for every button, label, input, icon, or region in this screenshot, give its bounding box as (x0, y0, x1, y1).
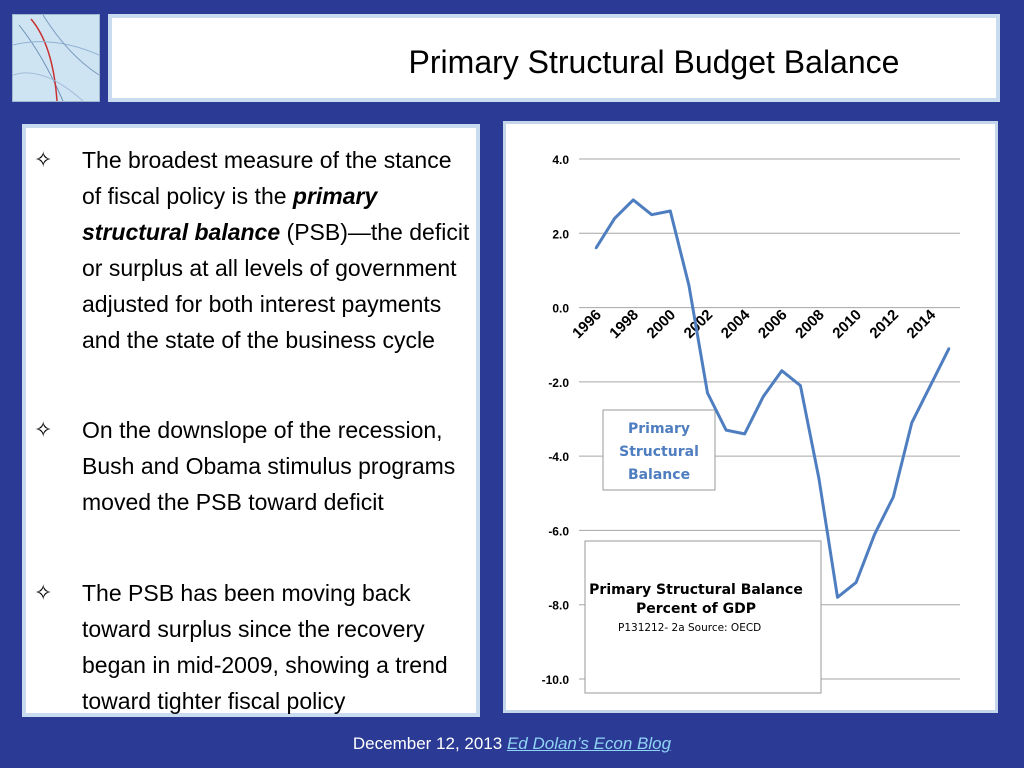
data-point (947, 347, 951, 350)
data-point (854, 581, 858, 584)
data-point (706, 391, 709, 395)
data-point (780, 369, 783, 372)
slide-thumbnail (12, 14, 100, 102)
legend-label: Structural (619, 444, 699, 460)
y-tick-label: 0.0 (552, 302, 569, 316)
data-point (817, 477, 821, 480)
data-point (929, 384, 932, 387)
blog-link[interactable]: Ed Dolan’s Econ Blog (506, 734, 672, 753)
data-point (594, 246, 598, 250)
data-point (650, 213, 653, 216)
chart-title-box (584, 540, 822, 694)
legend-box (602, 409, 716, 491)
chart-title: Primary Structural Balance (589, 582, 803, 598)
data-point (910, 421, 914, 424)
chart-panel: 4.0 2.0 0.0 -2.0 -4.0 -6.0 -8.0 -10.0 1996 1998 20… (503, 121, 998, 713)
bullet-1-pre: The broadest measure of the stance of fi… (82, 147, 452, 209)
data-point (669, 209, 672, 213)
bullet-2-text: On the downslope of the recession, Bush … (82, 417, 456, 515)
data-point (687, 284, 691, 287)
bullet-text-box: ✧ The broadest measure of the stance of … (22, 124, 480, 717)
slide-title: Primary Structural Budget Balance (408, 44, 900, 80)
y-tick-label: -4.0 (548, 450, 569, 464)
bullet-1-post: (PSB)—the deficit or surplus at all leve… (82, 219, 470, 353)
chart-subtitle: Percent of GDP (636, 601, 756, 617)
footer: December 12, 2013 Ed Dolan’s Econ Blog (0, 734, 1024, 754)
sparkle-bullet-icon: ✧ (34, 147, 53, 172)
bullet-3-text: The PSB has been moving back toward surp… (82, 580, 448, 714)
series-line (594, 198, 951, 599)
sparkle-bullet-icon: ✧ (34, 417, 53, 442)
data-point (836, 596, 839, 599)
title-box: Primary Structural Budget Balance (108, 14, 1000, 102)
data-point (743, 432, 746, 436)
data-point (762, 395, 765, 398)
footer-date: December 12, 2013 (352, 734, 507, 753)
y-tick-label: -6.0 (548, 524, 569, 538)
legend-label: Primary (628, 421, 690, 437)
bullet-1-emphasis: primary structural balance (82, 183, 378, 245)
data-point (613, 217, 616, 220)
data-point (799, 384, 802, 387)
thumbnail-graphic (13, 15, 99, 101)
bullet-1-text: The broadest measure of the stance of fi… (82, 142, 477, 358)
y-tick-label: -10.0 (542, 673, 570, 687)
y-tick-label: 4.0 (552, 153, 569, 167)
sparkle-bullet-icon: ✧ (34, 580, 53, 605)
data-point (631, 198, 635, 202)
legend-label: Balance (628, 467, 690, 483)
y-tick-label: -8.0 (548, 599, 569, 613)
y-tick-label: -2.0 (548, 376, 569, 390)
data-point (724, 428, 728, 432)
data-point (892, 495, 895, 499)
y-tick-label: 2.0 (552, 227, 569, 241)
data-point (873, 532, 876, 536)
chart-source: P131212- 2a Source: OECD (618, 622, 761, 634)
